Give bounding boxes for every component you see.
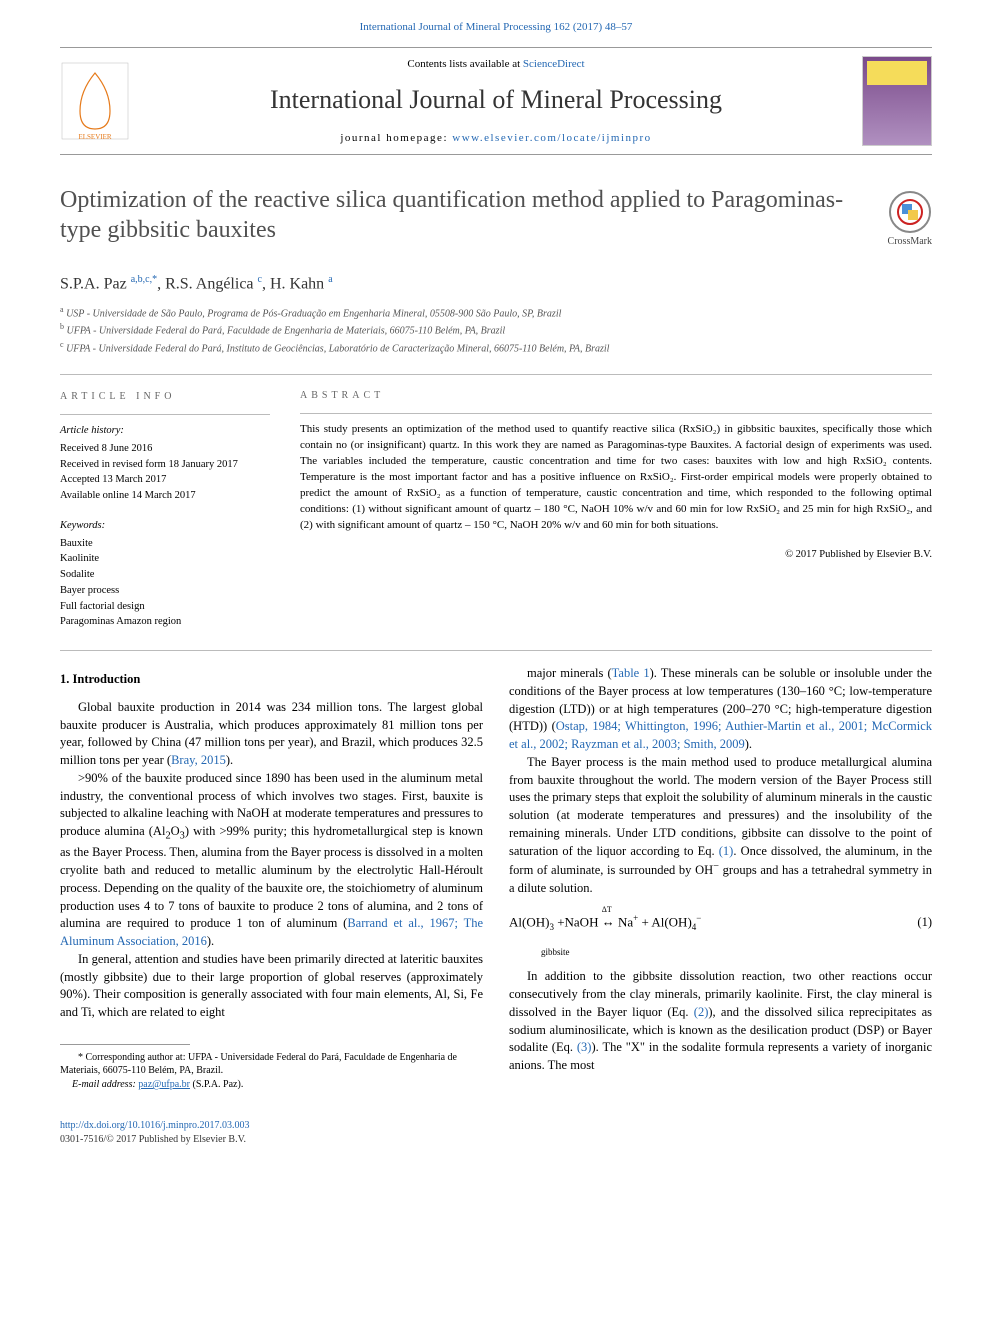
body-para: >90% of the bauxite produced since 1890 … [60,770,483,951]
contents-line: Contents lists available at ScienceDirec… [146,57,846,72]
body-para: In addition to the gibbsite dissolution … [509,968,932,1075]
page-footer: http://dx.doi.org/10.1016/j.minpro.2017.… [60,1119,932,1147]
svg-text:ELSEVIER: ELSEVIER [78,133,111,141]
article-title: Optimization of the reactive silica quan… [60,185,868,245]
ref-link[interactable]: Ostap, 1984; Whittington, 1996; Authier-… [509,719,932,751]
eq-ref-link[interactable]: (2) [694,1005,709,1019]
elsevier-logo: ELSEVIER [60,61,130,141]
left-column: 1. Introduction Global bauxite productio… [60,665,483,1091]
affiliations: a USP - Universidade de São Paulo, Progr… [60,304,932,356]
section-heading-intro: 1. Introduction [60,671,483,689]
table-ref-link[interactable]: Table 1 [612,666,650,680]
equation-1: Al(OH)3 +NaOH ↔ΔT Na+ + Al(OH)4− (1) [509,912,932,934]
body-para: Global bauxite production in 2014 was 23… [60,699,483,770]
right-column: major minerals (Table 1). These minerals… [509,665,932,1091]
body-para: The Bayer process is the main method use… [509,754,932,898]
authors-line: S.P.A. Paz a,b,c,*, R.S. Angélica c, H. … [60,273,932,296]
equation-sublabel: gibbsite [529,946,932,959]
doi-link[interactable]: http://dx.doi.org/10.1016/j.minpro.2017.… [60,1120,250,1131]
divider-bottom [60,650,932,651]
abstract: abstract This study presents an optimiza… [300,389,932,630]
journal-name: International Journal of Mineral Process… [146,82,846,118]
sciencedirect-link[interactable]: ScienceDirect [523,58,585,70]
footnotes: * Corresponding author at: UFPA - Univer… [60,1051,483,1092]
divider-top [60,374,932,375]
article-info: article info Article history: Received 8… [60,389,270,630]
ref-link[interactable]: Barrand et al., 1967; The Aluminum Assoc… [60,916,483,948]
body-para: In general, attention and studies have b… [60,951,483,1022]
crossmark-badge[interactable]: CrossMark [888,191,932,249]
footnote-rule [60,1044,190,1045]
eq-ref-link[interactable]: (3) [577,1040,592,1054]
ref-link[interactable]: Bray, 2015 [171,753,226,767]
journal-header: ELSEVIER Contents lists available at Sci… [60,47,932,155]
email-link[interactable]: paz@ufpa.br [138,1079,190,1090]
body-para: major minerals (Table 1). These minerals… [509,665,932,754]
homepage-link[interactable]: www.elsevier.com/locate/ijminpro [452,132,651,144]
eq-ref-link[interactable]: (1) [719,844,734,858]
journal-cover-thumbnail: MINERALPROCESSING [862,56,932,146]
journal-homepage: journal homepage: www.elsevier.com/locat… [146,131,846,146]
header-citation: International Journal of Mineral Process… [0,0,992,47]
